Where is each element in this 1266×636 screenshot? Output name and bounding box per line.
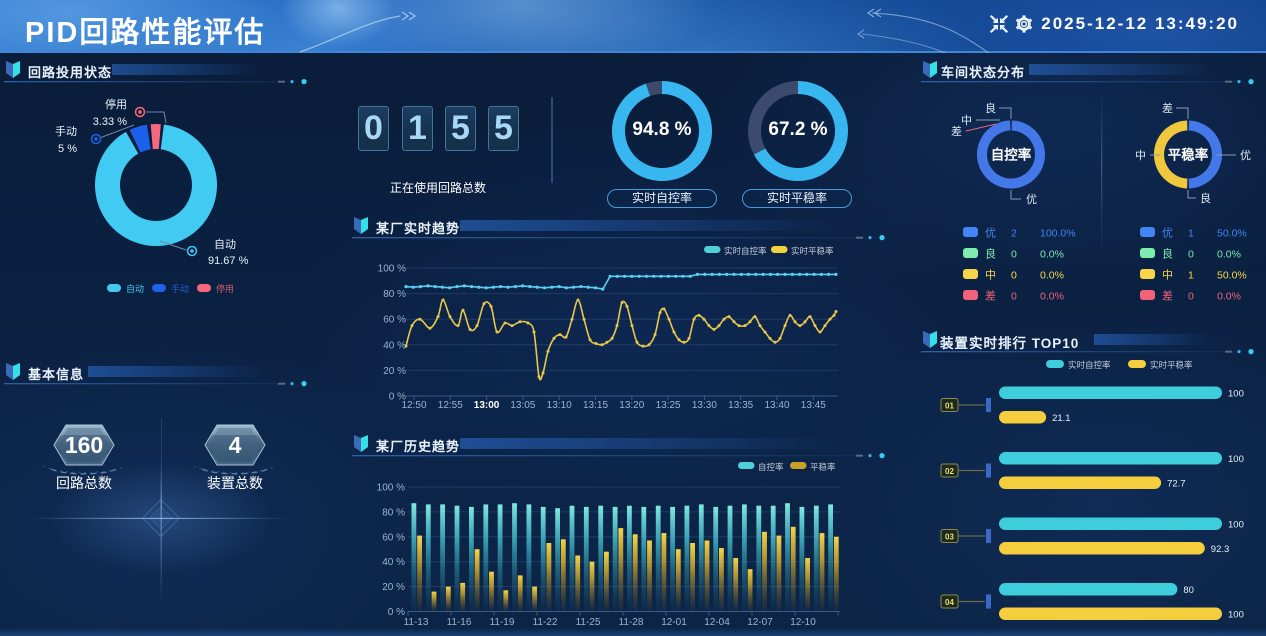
svg-text:92.3: 92.3: [1211, 544, 1230, 555]
svg-text:11-25: 11-25: [576, 617, 601, 628]
svg-text:60 %: 60 %: [382, 532, 405, 543]
svg-text:中: 中: [1135, 149, 1146, 162]
svg-text:80: 80: [1183, 585, 1194, 596]
svg-text:实时自控率: 实时自控率: [724, 246, 767, 256]
svg-text:91.67 %: 91.67 %: [208, 255, 249, 267]
svg-text:160: 160: [65, 432, 103, 458]
svg-text:40 %: 40 %: [383, 340, 406, 351]
svg-text:停用: 停用: [216, 283, 234, 294]
svg-text:手动: 手动: [171, 283, 189, 294]
svg-text:良: 良: [985, 101, 996, 115]
svg-text:100: 100: [1228, 520, 1244, 531]
svg-text:60 %: 60 %: [383, 315, 406, 326]
svg-text:优: 优: [985, 227, 996, 240]
svg-text:优: 优: [1240, 149, 1251, 162]
svg-text:0: 0: [1188, 249, 1194, 261]
svg-text:94.8 %: 94.8 %: [632, 119, 691, 140]
svg-text:11-13: 11-13: [404, 617, 429, 628]
svg-text:13:15: 13:15: [583, 400, 608, 411]
svg-text:13:25: 13:25: [656, 400, 681, 411]
svg-text:12:50: 12:50: [401, 400, 426, 411]
svg-text:50.0%: 50.0%: [1217, 270, 1247, 282]
svg-text:实时平稳率: 实时平稳率: [791, 246, 834, 256]
svg-text:平稳率: 平稳率: [1168, 147, 1209, 163]
svg-text:实时自控率: 实时自控率: [1068, 360, 1111, 370]
svg-text:手动: 手动: [55, 124, 77, 138]
svg-text:13:20: 13:20: [619, 400, 644, 411]
svg-text:12-01: 12-01: [661, 617, 687, 628]
svg-text:0: 0: [1011, 270, 1017, 282]
svg-text:0: 0: [1188, 291, 1194, 303]
svg-text:04: 04: [945, 598, 954, 607]
svg-text:自动: 自动: [214, 238, 236, 251]
svg-text:13:05: 13:05: [510, 400, 535, 411]
svg-text:21.1: 21.1: [1052, 413, 1071, 424]
svg-text:80 %: 80 %: [382, 507, 405, 518]
svg-text:12-07: 12-07: [747, 617, 773, 628]
svg-text:4: 4: [229, 432, 242, 458]
svg-text:11-16: 11-16: [447, 617, 472, 628]
svg-text:02: 02: [945, 467, 954, 476]
svg-text:13:45: 13:45: [801, 400, 826, 411]
svg-text:优: 优: [1162, 227, 1173, 240]
svg-text:5 %: 5 %: [58, 143, 77, 155]
svg-text:12:55: 12:55: [438, 400, 463, 411]
svg-text:72.7: 72.7: [1167, 479, 1186, 490]
svg-text:停用: 停用: [105, 97, 127, 111]
svg-text:差: 差: [1162, 101, 1173, 115]
svg-text:良: 良: [1162, 247, 1173, 261]
svg-text:0.0%: 0.0%: [1040, 270, 1064, 282]
svg-text:11-28: 11-28: [619, 617, 644, 628]
svg-text:50.0%: 50.0%: [1217, 228, 1247, 240]
svg-text:80 %: 80 %: [383, 289, 406, 300]
svg-text:100: 100: [1228, 454, 1244, 465]
svg-text:中: 中: [1162, 269, 1173, 282]
svg-text:自控率: 自控率: [991, 147, 1032, 163]
svg-text:实时平稳率: 实时平稳率: [1150, 360, 1193, 370]
svg-text:0: 0: [1011, 249, 1017, 261]
svg-text:0 %: 0 %: [389, 392, 406, 403]
svg-text:0 %: 0 %: [388, 607, 405, 618]
svg-text:13:30: 13:30: [692, 400, 717, 411]
svg-text:20 %: 20 %: [382, 582, 405, 593]
svg-text:40 %: 40 %: [382, 557, 405, 568]
svg-text:13:40: 13:40: [764, 400, 789, 411]
svg-text:3.33 %: 3.33 %: [93, 116, 127, 128]
svg-text:12-10: 12-10: [790, 617, 816, 628]
svg-text:13:00: 13:00: [474, 400, 500, 411]
svg-text:13:10: 13:10: [547, 400, 572, 411]
svg-text:0.0%: 0.0%: [1217, 291, 1241, 303]
svg-text:良: 良: [1200, 191, 1211, 205]
svg-text:100: 100: [1228, 610, 1244, 621]
svg-text:20 %: 20 %: [383, 366, 406, 377]
svg-text:自动: 自动: [126, 283, 144, 294]
svg-text:良: 良: [985, 247, 996, 261]
svg-text:0.0%: 0.0%: [1040, 291, 1064, 303]
svg-text:100 %: 100 %: [378, 264, 406, 275]
svg-text:1: 1: [1188, 228, 1194, 240]
svg-text:13:35: 13:35: [728, 400, 753, 411]
svg-text:差: 差: [951, 124, 962, 138]
svg-text:中: 中: [961, 114, 972, 127]
svg-text:优: 优: [1026, 193, 1037, 206]
svg-text:11-22: 11-22: [533, 617, 558, 628]
svg-text:0.0%: 0.0%: [1040, 249, 1064, 261]
svg-text:01: 01: [945, 402, 954, 411]
svg-text:12-04: 12-04: [704, 617, 730, 628]
svg-text:0.0%: 0.0%: [1217, 249, 1241, 261]
svg-text:11-19: 11-19: [490, 617, 515, 628]
svg-text:差: 差: [985, 289, 996, 303]
svg-text:67.2 %: 67.2 %: [768, 119, 827, 140]
svg-text:1: 1: [1188, 270, 1194, 282]
svg-text:差: 差: [1162, 289, 1173, 303]
svg-text:100 %: 100 %: [377, 483, 405, 494]
svg-text:03: 03: [945, 533, 954, 542]
svg-text:2: 2: [1011, 228, 1017, 240]
svg-text:100.0%: 100.0%: [1040, 228, 1076, 240]
svg-text:0: 0: [1011, 291, 1017, 303]
svg-text:中: 中: [985, 269, 996, 282]
svg-text:自控率: 自控率: [758, 462, 784, 472]
svg-text:100: 100: [1228, 389, 1244, 400]
svg-text:平稳率: 平稳率: [810, 462, 836, 472]
